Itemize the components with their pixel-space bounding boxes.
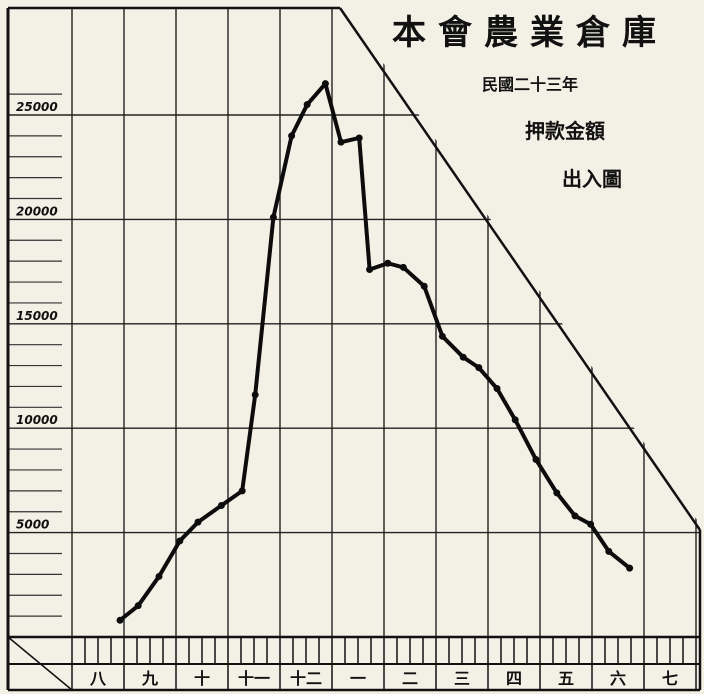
data-point <box>587 520 595 528</box>
x-tick-label: 二 <box>402 669 418 688</box>
x-tick-label: 三 <box>454 669 470 688</box>
y-tick-label: 10000 <box>16 413 58 427</box>
data-point <box>194 518 202 526</box>
frame-diagonal <box>338 7 702 531</box>
data-point <box>238 487 246 495</box>
data-point <box>303 101 311 109</box>
data-point <box>337 138 345 146</box>
x-axis: 八 九 十 十一 十二 一 二 三 四 五 六 七 <box>89 669 678 688</box>
data-point <box>532 456 540 464</box>
data-point <box>116 616 124 624</box>
x-tick-label: 十一 <box>238 669 270 688</box>
data-point <box>605 547 613 555</box>
y-tick-label: 15000 <box>16 309 58 323</box>
data-point <box>511 416 519 424</box>
x-tick-label: 九 <box>141 669 158 688</box>
frame-layer <box>6 6 702 692</box>
data-point <box>134 602 142 610</box>
x-tick-label: 五 <box>558 669 574 688</box>
y-tick-label: 20000 <box>16 204 58 218</box>
data-point <box>420 282 428 290</box>
data-point <box>438 332 446 340</box>
y-tick-label: 5000 <box>16 518 49 532</box>
data-point <box>384 259 392 267</box>
data-point <box>475 364 483 372</box>
x-tick-label: 六 <box>610 669 626 688</box>
title-block: 本會農業倉庫 民國二十三年 押款金額 出入圖 <box>392 13 668 191</box>
corner-fill <box>340 0 704 530</box>
data-point <box>571 512 579 520</box>
data-point <box>493 385 501 393</box>
series-layer <box>116 80 634 624</box>
data-point <box>155 572 163 580</box>
data-point <box>321 80 329 88</box>
x-tick-label: 七 <box>662 669 678 688</box>
corner-diagonal <box>7 636 73 691</box>
data-point <box>553 489 561 497</box>
data-point <box>355 134 363 142</box>
chart-caption-line2: 出入圖 <box>562 167 622 191</box>
data-point <box>251 391 259 399</box>
data-point <box>366 266 374 274</box>
corner-mask <box>340 0 704 530</box>
y-tick-label: 25000 <box>16 100 58 114</box>
chart-title: 本會農業倉庫 <box>392 13 668 53</box>
x-tick-label: 十二 <box>290 669 322 688</box>
y-axis: 5000 10000 15000 20000 25000 <box>16 100 58 532</box>
x-tick-label: 四 <box>506 669 522 688</box>
x-tick-label: 一 <box>350 669 366 688</box>
data-point <box>459 353 467 361</box>
chart-caption-line1: 押款金額 <box>525 119 605 143</box>
data-point <box>269 213 277 221</box>
x-tick-label: 十 <box>194 669 210 688</box>
data-point <box>288 132 296 140</box>
data-point <box>399 263 407 271</box>
chart-subtitle: 民國二十三年 <box>482 75 578 94</box>
data-point <box>176 537 184 545</box>
x-tick-label: 八 <box>89 669 107 688</box>
data-point <box>626 564 634 572</box>
data-point <box>217 501 225 509</box>
